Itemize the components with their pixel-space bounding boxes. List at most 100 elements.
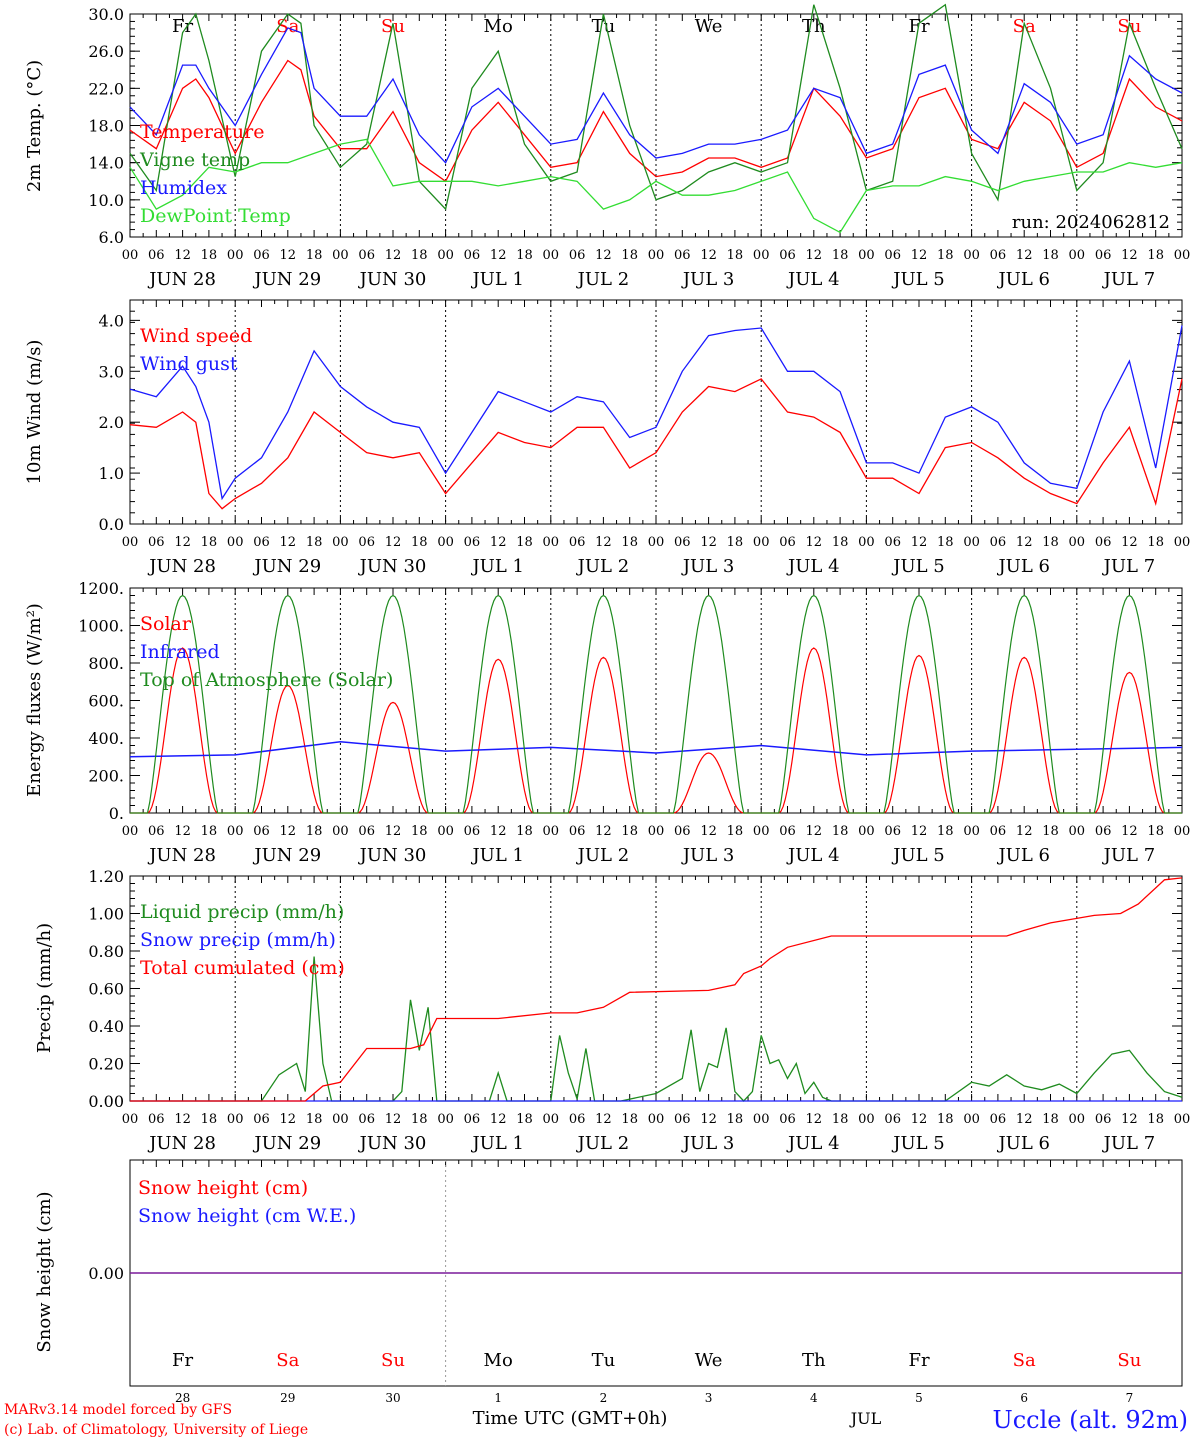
hour-tick-label: 00 <box>1174 535 1191 550</box>
date-label: JUN 29 <box>252 1133 321 1154</box>
date-label: JUL 4 <box>786 269 840 290</box>
hour-tick-label: 06 <box>569 1112 586 1127</box>
hour-tick-label: 12 <box>490 824 507 839</box>
date-label: JUL 3 <box>681 269 735 290</box>
y-tick-label: 26.0 <box>88 42 124 61</box>
weekday-label: We <box>695 16 723 37</box>
hour-tick-label: 06 <box>779 1112 796 1127</box>
hour-tick-label: 18 <box>306 248 323 263</box>
hour-tick-label: 06 <box>1095 248 1112 263</box>
hour-tick-label: 18 <box>832 824 849 839</box>
panel-5: 0.00 Snow height (cm) Fr Sa Su Mo Tu We Th Fr Sa Su… <box>34 1159 1183 1405</box>
hour-tick-label: 18 <box>832 1112 849 1127</box>
hour-tick-label: 00 <box>963 248 980 263</box>
hour-tick-label: 06 <box>253 824 270 839</box>
date-label: JUN 30 <box>358 269 427 290</box>
hour-tick-label: 00 <box>648 248 665 263</box>
hour-tick-label: 06 <box>674 535 691 550</box>
hour-tick-label: 00 <box>227 1112 244 1127</box>
hour-tick-label: 00 <box>1069 248 1086 263</box>
hour-tick-label: 18 <box>621 824 638 839</box>
hour-tick-label: 06 <box>464 1112 481 1127</box>
day-number-label: 29 <box>280 1391 295 1405</box>
hour-tick-label: 00 <box>437 1112 454 1127</box>
y-tick-label: 0.60 <box>88 980 124 999</box>
hour-tick-label: 00 <box>858 1112 875 1127</box>
date-label: JUL 2 <box>576 556 630 577</box>
weekday-label: Tu <box>592 16 616 37</box>
y-tick-label: 1.0 <box>99 464 124 483</box>
date-label: JUL 7 <box>1102 269 1156 290</box>
date-label: JUN 29 <box>252 269 321 290</box>
hour-tick-label: 00 <box>1069 535 1086 550</box>
y-tick-label: 2.0 <box>99 413 124 432</box>
panel-2: 0.0 1.0 2.0 3.0 4.0 10m Wind (m/s) 00 06 12 18 00 0… <box>24 299 1191 577</box>
hour-tick-label: 12 <box>385 535 402 550</box>
hour-tick-label: 18 <box>306 535 323 550</box>
hour-tick-label: 06 <box>990 1112 1007 1127</box>
hour-tick-label: 06 <box>569 248 586 263</box>
weekday-label: Tu <box>592 1350 616 1371</box>
y-tick-label: 22.0 <box>88 79 124 98</box>
hour-tick-label: 18 <box>201 248 218 263</box>
hour-tick-label: 12 <box>911 248 928 263</box>
hour-tick-label: 12 <box>280 1112 297 1127</box>
hour-tick-label: 00 <box>753 535 770 550</box>
y-tick-label: 1200. <box>78 579 124 598</box>
y-tick-label: 0.20 <box>88 1055 124 1074</box>
y-tick-label: 400. <box>88 729 124 748</box>
legend-entry: Top of Atmosphere (Solar) <box>140 669 393 691</box>
hour-tick-label: 12 <box>385 248 402 263</box>
date-label: JUL 5 <box>891 269 945 290</box>
date-label: JUN 28 <box>147 1133 216 1154</box>
y-axis-title: 10m Wind (m/s) <box>24 340 45 485</box>
y-tick-label: 6.0 <box>99 228 124 247</box>
hour-tick-label: 18 <box>201 535 218 550</box>
hour-tick-label: 18 <box>832 248 849 263</box>
station-label: Uccle (alt. 92m) <box>992 1406 1188 1434</box>
hour-tick-label: 06 <box>884 248 901 263</box>
hour-tick-label: 06 <box>779 824 796 839</box>
hour-tick-label: 18 <box>832 535 849 550</box>
day-number-label: 6 <box>1020 1391 1028 1405</box>
hour-tick-label: 00 <box>122 535 139 550</box>
hour-tick-label: 12 <box>595 248 612 263</box>
hour-tick-label: 18 <box>411 248 428 263</box>
hour-tick-label: 12 <box>1016 248 1033 263</box>
y-tick-label: 600. <box>88 692 124 711</box>
hour-tick-label: 12 <box>1016 824 1033 839</box>
hour-tick-label: 06 <box>1095 535 1112 550</box>
hour-tick-label: 00 <box>1174 248 1191 263</box>
hour-tick-label: 12 <box>700 248 717 263</box>
hour-tick-label: 06 <box>990 248 1007 263</box>
date-label: JUL 1 <box>470 269 524 290</box>
hour-tick-label: 06 <box>1095 1112 1112 1127</box>
hour-tick-label: 18 <box>516 535 533 550</box>
legend-entry: Snow precip (mm/h) <box>140 929 336 951</box>
y-axis-title: Energy fluxes (W/m²) <box>24 603 45 797</box>
hour-tick-label: 12 <box>385 1112 402 1127</box>
y-tick-label: 3.0 <box>99 362 124 381</box>
hour-tick-label: 00 <box>122 824 139 839</box>
weekday-label: Th <box>802 1350 826 1371</box>
hour-tick-label: 06 <box>464 248 481 263</box>
hour-tick-label: 18 <box>937 824 954 839</box>
hour-tick-label: 18 <box>1147 1112 1164 1127</box>
hour-tick-label: 12 <box>595 1112 612 1127</box>
hour-tick-label: 00 <box>1069 824 1086 839</box>
date-label: JUL 2 <box>576 845 630 866</box>
hour-tick-label: 00 <box>437 535 454 550</box>
hour-tick-label: 06 <box>990 824 1007 839</box>
day-number-label: 1 <box>494 1391 502 1405</box>
legend-entry: Snow height (cm) <box>138 1177 308 1199</box>
y-tick-label: 0.0 <box>99 515 124 534</box>
hour-tick-label: 18 <box>306 1112 323 1127</box>
hour-tick-label: 18 <box>201 824 218 839</box>
weekday-label: Mo <box>484 1350 513 1371</box>
weekday-label: Th <box>802 16 826 37</box>
hour-tick-label: 06 <box>990 535 1007 550</box>
day-number-label: 7 <box>1126 1391 1134 1405</box>
hour-tick-label: 12 <box>174 1112 191 1127</box>
date-label: JUL 7 <box>1102 845 1156 866</box>
date-label: JUN 29 <box>252 556 321 577</box>
